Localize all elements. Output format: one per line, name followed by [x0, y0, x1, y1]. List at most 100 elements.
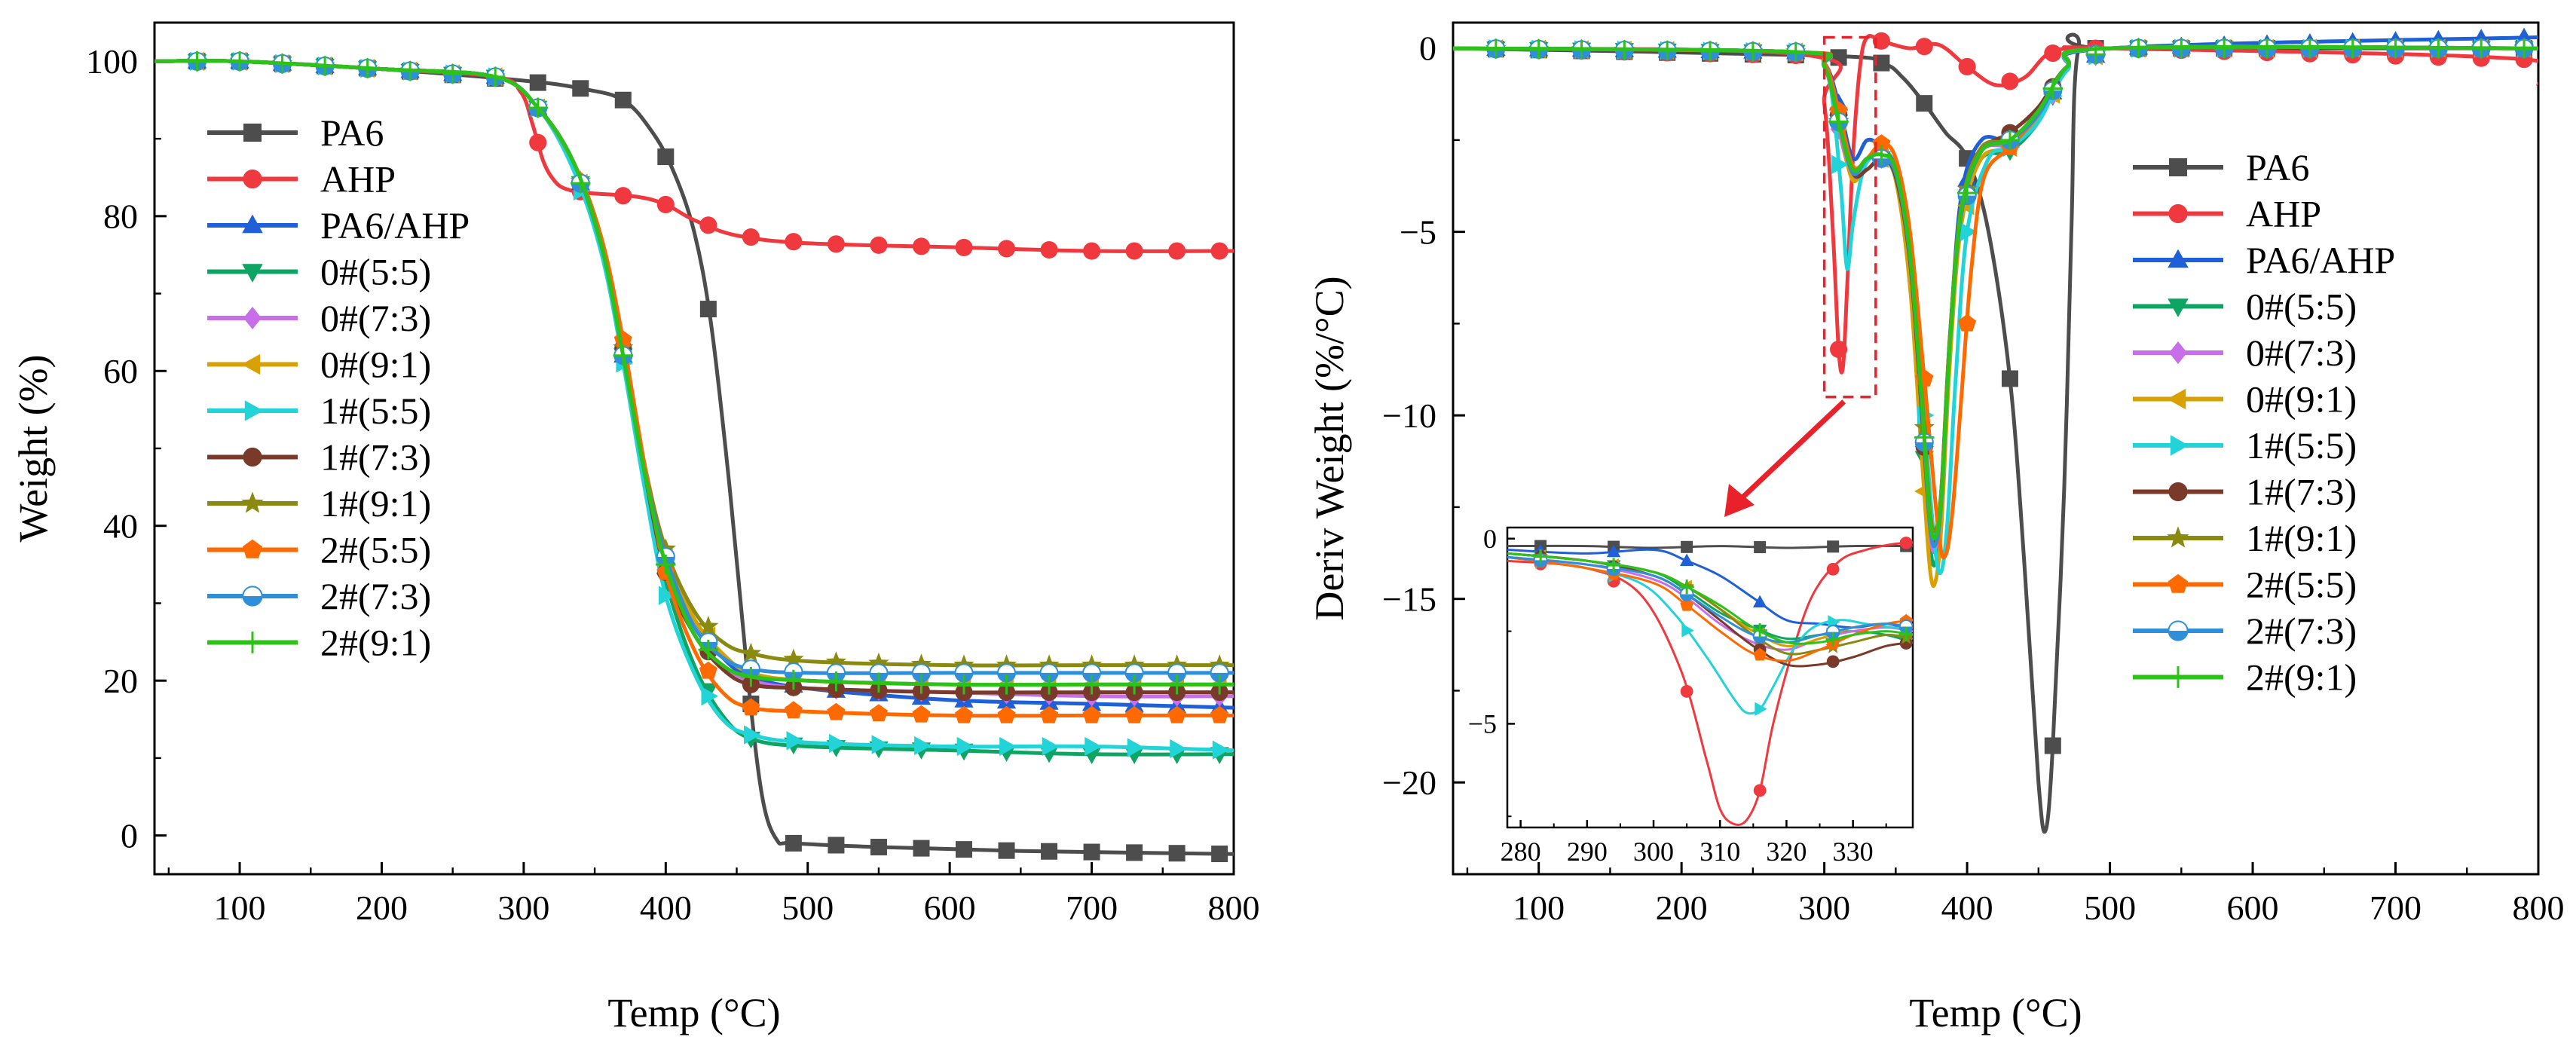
right-legend-marker [2168, 482, 2188, 502]
left-marker-1-5-5 [658, 586, 676, 605]
right-legend-label: 0#(5:5) [2246, 286, 2357, 328]
inset-marker-ahp [1899, 537, 1913, 549]
right-x-tick-label: 400 [1941, 889, 1993, 927]
left-marker-ahp [656, 195, 675, 213]
left-marker-2-9-1 [1167, 674, 1187, 695]
inset-marker-2-7-3 [1898, 619, 1913, 634]
left-x-tick-label: 100 [214, 889, 266, 927]
right-marker-2-9-1 [2513, 38, 2535, 59]
right-legend-item-0-7-3: 0#(7:3) [2133, 332, 2357, 374]
left-marker-2-5-5 [1167, 705, 1186, 723]
right-marker-2-9-1 [1657, 40, 1678, 61]
right-legend-item-2-7-3: 2#(7:3) [2133, 610, 2357, 652]
left-marker-1-5-5 [744, 725, 761, 745]
inset-marker-pa6-ahp [1752, 595, 1767, 608]
inset-y-tick-label: 0 [1483, 524, 1497, 554]
right-marker-2-9-1 [1785, 41, 1806, 63]
right-marker-2-9-1 [1528, 39, 1549, 60]
left-legend-label: AHP [320, 158, 396, 200]
inset-marker-2-9-1 [1606, 558, 1621, 573]
right-marker-pa6 [1873, 54, 1890, 72]
inset-marker-2-7-3-fill [1753, 636, 1767, 643]
left-marker-2-9-1 [528, 97, 548, 118]
inset-x-tick-label: 320 [1766, 837, 1807, 867]
right-marker-2-9-1 [2385, 38, 2406, 59]
left-marker-pa6 [1126, 844, 1143, 861]
left-marker-2-9-1 [868, 672, 889, 693]
right-marker-2-9-1 [2213, 38, 2235, 59]
left-legend-marker [243, 124, 262, 142]
left-marker-pa6 [913, 840, 930, 857]
right-marker-2-9-1 [2342, 38, 2363, 59]
right-marker-1-5-5 [1831, 154, 1849, 174]
inset-marker-pa6 [1827, 540, 1840, 553]
left-legend-item-ahp: AHP [207, 158, 396, 200]
right-legend-item-0-5-5: 0#(5:5) [2133, 286, 2357, 328]
left-y-tick-label: 40 [103, 506, 138, 545]
right-legend-label: PA6 [2246, 146, 2309, 188]
right-legend-marker [2167, 526, 2189, 548]
left-y-tick-label: 60 [103, 352, 138, 390]
left-marker-2-5-5 [1125, 705, 1144, 723]
right-marker-2-9-1 [2171, 38, 2192, 59]
right-marker-2-9-1 [1828, 112, 1849, 132]
right-y-tick-label: −5 [1400, 213, 1436, 251]
left-marker-pa6 [529, 74, 546, 91]
left-marker-ahp [614, 187, 632, 205]
left-marker-2-9-1 [571, 173, 591, 194]
right-legend-item-2-9-1: 2#(9:1) [2133, 656, 2357, 699]
right-legend-item-pa6-ahp: PA6/AHP [2133, 239, 2395, 281]
right-marker-2-5-5 [1958, 314, 1977, 332]
left-plot-frame [153, 21, 1235, 876]
left-marker-pa6 [572, 80, 589, 97]
inset-x-tick-label: 300 [1633, 837, 1674, 867]
inset-line-pa6 [1507, 544, 1913, 549]
left-marker-2-9-1 [613, 345, 633, 366]
left-marker-pa6 [699, 301, 717, 318]
left-x-tick-label: 200 [356, 889, 408, 927]
inset-x-tick-label: 280 [1501, 837, 1541, 867]
left-y-tick-label: 0 [121, 816, 138, 855]
right-line-2-9-1 [1453, 44, 2538, 540]
inset-y-tick-label: −5 [1468, 709, 1497, 739]
left-marker-1-5-5 [1042, 736, 1060, 757]
right-x-tick-label: 800 [2513, 889, 2565, 927]
left-legend-label: 0#(5:5) [320, 251, 431, 293]
right-legend-label: 2#(9:1) [2246, 656, 2357, 699]
left-y-tick-label: 20 [103, 662, 138, 700]
left-marker-2-7-3 [954, 663, 974, 683]
right-series-group [1453, 27, 2538, 834]
left-marker-ahp [1040, 240, 1058, 259]
right-legend-marker [2170, 435, 2189, 456]
zoom-arrow-shaft [1739, 399, 1846, 501]
left-marker-2-9-1 [656, 554, 676, 575]
left-legend-marker [243, 169, 262, 189]
left-y-tick-label: 100 [86, 42, 138, 81]
right-marker-2-9-1 [1871, 145, 1892, 165]
inset-marker-pa6 [1754, 541, 1767, 554]
right-x-tick-label: 200 [1656, 889, 1708, 927]
right-legend-label: PA6/AHP [2246, 239, 2395, 281]
left-marker-ahp [1210, 242, 1228, 260]
left-marker-1-5-5 [1085, 736, 1102, 757]
left-marker-2-9-1 [357, 58, 378, 78]
right-marker-2-9-1 [2299, 38, 2321, 59]
right-marker-2-9-1 [1999, 130, 2021, 151]
left-marker-pa6 [785, 834, 802, 852]
inset-marker-ahp [1826, 562, 1840, 576]
right-legend-label: AHP [2246, 193, 2321, 235]
right-marker-ahp [1958, 57, 1976, 75]
right-y-tick-label: −10 [1382, 396, 1436, 435]
left-legend-marker [242, 264, 263, 283]
left-marker-2-5-5 [1210, 705, 1229, 723]
left-legend-label: 1#(9:1) [320, 482, 431, 525]
right-y-tick-label: 0 [1419, 29, 1436, 68]
left-marker-2-5-5 [827, 702, 846, 720]
right-legend-item-1-9-1: 1#(9:1) [2133, 517, 2357, 559]
left-marker-ahp [870, 236, 888, 254]
left-marker-1-9-1 [783, 648, 804, 668]
left-legend-item-0-7-3: 0#(7:3) [207, 297, 431, 339]
right-marker-2-9-1 [1699, 41, 1721, 61]
left-marker-ahp [1083, 242, 1101, 260]
right-marker-2-9-1 [2085, 44, 2106, 65]
